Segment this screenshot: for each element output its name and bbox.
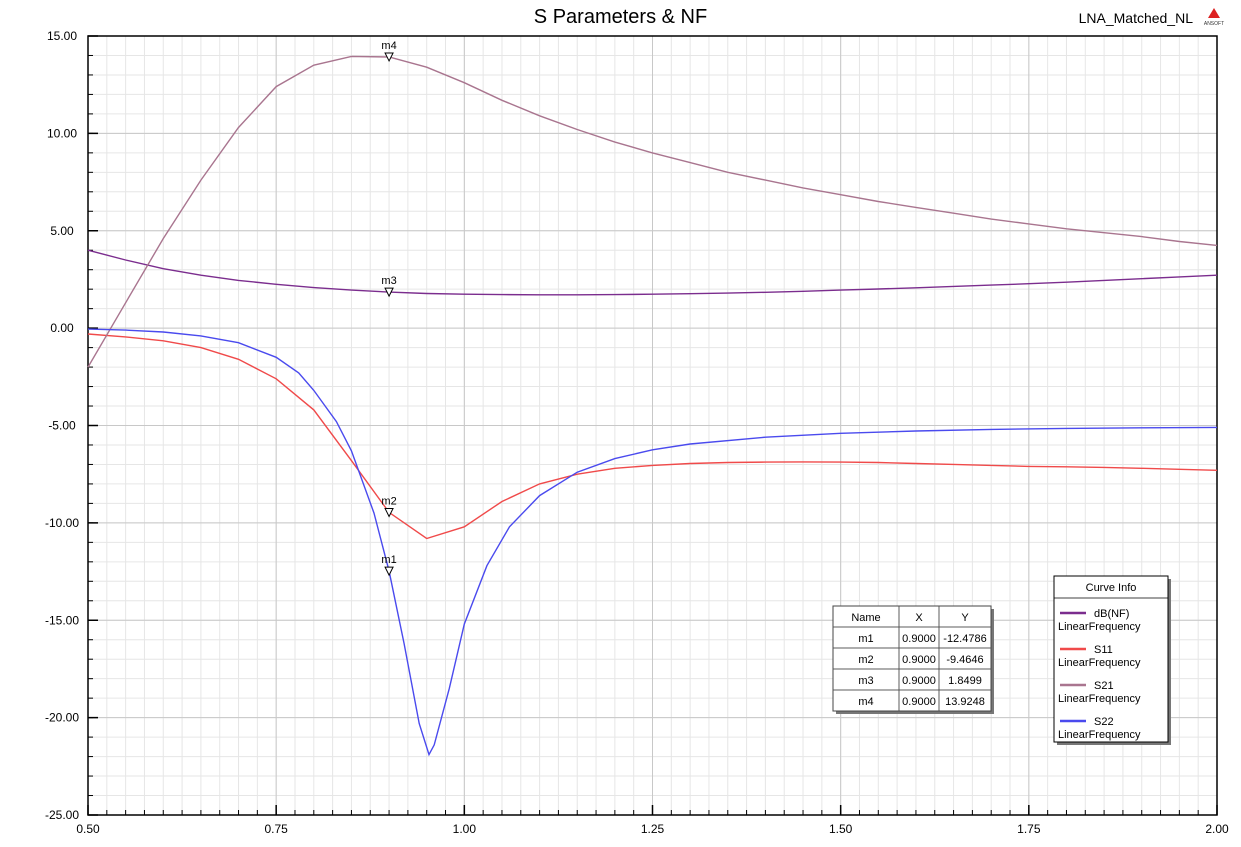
marker-m4-icon <box>384 52 394 63</box>
y-tick-label: -5.00 <box>48 419 76 433</box>
table-header-cell: X <box>915 612 923 624</box>
legend-box <box>1053 575 1169 743</box>
x-tick-label: 1.00 <box>453 822 477 836</box>
ansoft-logo-icon: ANSOFT <box>1204 8 1224 27</box>
series-lines <box>87 55 1218 757</box>
legend-entry-name: S11 <box>1094 644 1113 656</box>
legend[interactable]: Curve InfodB(NF)LinearFrequencyS11Linear… <box>1053 575 1171 745</box>
table-cell: 0.9000 <box>902 675 936 687</box>
x-tick-label: 1.75 <box>1017 822 1041 836</box>
marker-label-m4: m4 <box>381 40 396 52</box>
y-tick-label: 15.00 <box>47 29 77 43</box>
table-cell: -9.4646 <box>946 654 983 666</box>
table-cell-border <box>938 689 992 712</box>
legend-entry-sub: LinearFrequency <box>1058 693 1141 705</box>
y-tick-label: 10.00 <box>47 126 77 140</box>
table-cell: 0.9000 <box>902 696 936 708</box>
y-tick-label: -15.00 <box>45 613 79 627</box>
y-tick-label: -20.00 <box>45 711 79 725</box>
x-tick-label: 2.00 <box>1205 822 1229 836</box>
table-box <box>832 605 992 712</box>
svg-text:ANSOFT: ANSOFT <box>1204 21 1224 27</box>
marker-m1-icon <box>384 566 394 577</box>
marker-table: Name X Ym1 0.9000 -12.4786 m2 0.9000 -9.4646 m3 0… <box>832 605 994 714</box>
legend-entry-name: S22 <box>1094 716 1114 728</box>
y-tick-label: 0.00 <box>50 321 74 335</box>
chart-title: S Parameters & NF <box>533 6 708 28</box>
design-name-label: LNA_Matched_NL <box>1078 10 1193 26</box>
series-line-s11 <box>87 333 1218 540</box>
table-cell: m4 <box>858 696 873 708</box>
axes: 0.50 0.75 1.00 1.25 1.50 1.75 2.00 15.00 10.00 5.… <box>45 29 1229 836</box>
series-line-s22 <box>87 328 1218 757</box>
x-tick-label: 1.25 <box>641 822 665 836</box>
legend-entry-name: dB(NF) <box>1094 608 1129 620</box>
marker-m3-icon <box>384 287 394 298</box>
marker-label-m3: m3 <box>381 275 396 287</box>
series-line-s21 <box>87 55 1218 368</box>
table-cell: 1.8499 <box>948 675 982 687</box>
legend-entry-sub: LinearFrequency <box>1058 621 1141 633</box>
table-cell: m1 <box>858 633 873 645</box>
table-cell: -12.4786 <box>943 633 986 645</box>
table-header-cell: Name <box>851 612 880 624</box>
table-cell: 0.9000 <box>902 633 936 645</box>
table-cell: m2 <box>858 654 873 666</box>
x-tick-label: 0.50 <box>76 822 100 836</box>
legend-entry-name: S21 <box>1094 680 1114 692</box>
y-tick-label: 5.00 <box>50 224 74 238</box>
legend-entry-sub: LinearFrequency <box>1058 657 1141 669</box>
table-cell: 13.9248 <box>945 696 985 708</box>
legend-title: Curve Info <box>1086 582 1137 594</box>
grid <box>87 35 1218 816</box>
y-tick-label: -10.00 <box>45 516 79 530</box>
marker-label-m2: m2 <box>381 495 396 507</box>
series-line-dbnf <box>87 249 1218 296</box>
table-header-cell: Y <box>961 612 969 624</box>
x-tick-label: 1.50 <box>829 822 853 836</box>
table-cell: m3 <box>858 675 873 687</box>
y-tick-label: -25.00 <box>45 808 79 822</box>
marker-label-m1: m1 <box>381 554 396 566</box>
table-cell: 0.9000 <box>902 654 936 666</box>
marker-m2-icon <box>384 507 394 518</box>
x-tick-label: 0.75 <box>264 822 288 836</box>
legend-entry-sub: LinearFrequency <box>1058 729 1141 741</box>
markers: m1 m2 m3 m4 <box>381 40 397 577</box>
